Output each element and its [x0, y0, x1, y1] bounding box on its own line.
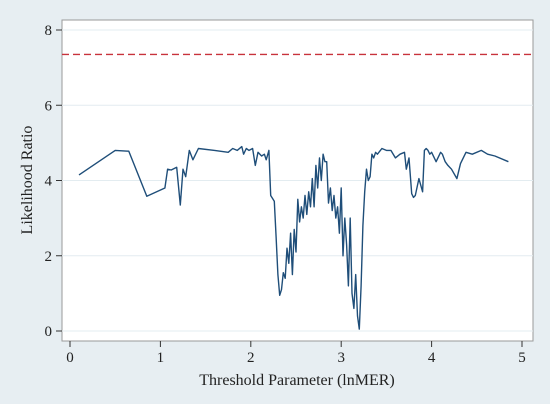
series-line-0 [78, 145, 509, 330]
x-tick-label-2: 2 [247, 350, 255, 366]
x-tick-label-4: 4 [428, 350, 436, 366]
x-axis: 0 1 2 3 4 5 [66, 341, 526, 366]
x-tick-label-0: 0 [66, 350, 74, 366]
y-axis-title: Likelihood Ratio [19, 126, 36, 235]
y-tick-label-0: 0 [45, 324, 53, 340]
y-axis: 0 2 4 6 8 [45, 23, 62, 340]
y-tick-label-2: 4 [45, 174, 53, 190]
x-tick-label-3: 3 [337, 350, 345, 366]
x-axis-title: Threshold Parameter (lnMER) [199, 372, 395, 389]
x-tick-label-5: 5 [518, 350, 526, 366]
y-tick-label-3: 6 [45, 98, 53, 114]
x-tick-label-1: 1 [157, 350, 165, 366]
y-tick-label-4: 8 [45, 23, 53, 39]
series-layer [78, 145, 509, 330]
y-tick-label-1: 2 [45, 249, 53, 265]
